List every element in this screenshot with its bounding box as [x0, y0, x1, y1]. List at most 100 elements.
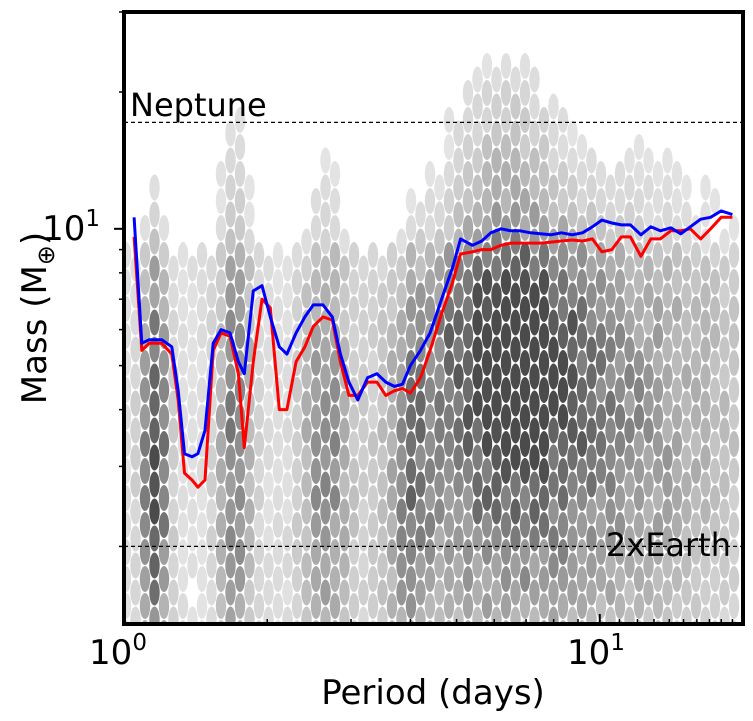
density-cell [472, 201, 483, 228]
density-cell [462, 323, 474, 349]
density-cell [462, 404, 474, 430]
density-cell [396, 228, 407, 255]
density-cell [187, 282, 198, 309]
density-cell [595, 593, 607, 619]
density-cell [434, 336, 445, 363]
density-cell [377, 606, 388, 624]
density-cell [681, 174, 692, 201]
density-cell [291, 269, 303, 295]
density-cell [244, 498, 255, 525]
density-cell [519, 485, 531, 511]
density-cell [301, 606, 312, 624]
density-cell [396, 282, 407, 309]
density-cell [453, 579, 464, 606]
density-cell [491, 552, 502, 579]
density-cell [709, 296, 721, 322]
density-cell [633, 323, 645, 349]
density-cell [405, 404, 417, 430]
density-cell [510, 471, 521, 498]
density-cell [538, 377, 550, 403]
density-cell [434, 579, 445, 606]
density-cell [586, 525, 597, 552]
density-cell [595, 161, 607, 187]
density-cell [719, 228, 730, 255]
density-cell [301, 363, 312, 390]
density-cell [576, 296, 588, 322]
density-cell [643, 471, 654, 498]
density-cell [443, 350, 455, 376]
density-cell [453, 390, 464, 417]
density-cell [652, 404, 664, 430]
density-cell [339, 525, 350, 552]
density-cell [557, 431, 569, 457]
density-cell [310, 242, 322, 268]
reference-lines [124, 121, 743, 548]
density-cell [491, 634, 501, 660]
density-cell [310, 485, 322, 511]
density-cell [700, 498, 711, 525]
density-cell [367, 242, 379, 268]
density-cell [301, 471, 312, 498]
density-cell [500, 539, 512, 565]
density-cell [149, 228, 160, 255]
density-cell [519, 296, 531, 322]
density-cell [405, 458, 417, 484]
density-cell [548, 444, 559, 471]
density-cell [548, 93, 559, 120]
density-cell [529, 66, 540, 93]
density-cell [396, 525, 407, 552]
density-cell [196, 296, 208, 322]
density-cell [158, 512, 170, 538]
density-cell [310, 296, 322, 322]
density-cell [614, 512, 626, 538]
density-cell [282, 552, 293, 579]
density-cell [443, 377, 455, 403]
density-cell [709, 404, 721, 430]
density-cell [263, 390, 274, 417]
density-cell [500, 107, 512, 133]
density-cell [348, 269, 360, 295]
y-tick-label: 101 [42, 206, 100, 249]
density-cell [291, 458, 303, 484]
density-cell [633, 269, 645, 295]
density-cell [652, 215, 664, 241]
density-cell [206, 255, 217, 282]
density-cell [690, 269, 702, 295]
density-cell [244, 606, 255, 624]
density-cell [662, 336, 673, 363]
density-cell [567, 363, 578, 390]
density-cell [538, 215, 550, 241]
density-cell [187, 606, 198, 624]
density-cell [234, 593, 246, 619]
density-cell [709, 458, 721, 484]
density-cell [538, 323, 550, 349]
density-cell [310, 215, 322, 241]
density-cell [358, 525, 369, 552]
density-cell [652, 188, 664, 214]
density-cell [424, 512, 436, 538]
density-cell [234, 107, 246, 133]
density-cell [548, 336, 559, 363]
density-cell [576, 458, 588, 484]
density-cell [396, 471, 407, 498]
density-cell [529, 201, 540, 228]
density-cell [329, 161, 341, 187]
density-cell [605, 579, 616, 606]
density-cell [719, 498, 730, 525]
density-cell [443, 458, 455, 484]
density-cell [462, 512, 474, 538]
density-cell [624, 255, 635, 282]
density-cell [405, 485, 417, 511]
density-cell [149, 525, 160, 552]
density-cell [424, 431, 436, 457]
density-cell [671, 296, 683, 322]
density-cell [548, 471, 559, 498]
density-cell [491, 282, 502, 309]
density-cell [263, 417, 274, 444]
density-cell [168, 444, 179, 471]
density-cell [700, 444, 711, 471]
density-cell [662, 363, 673, 390]
density-cell [500, 593, 512, 619]
density-cell [367, 485, 379, 511]
density-cell [595, 512, 607, 538]
